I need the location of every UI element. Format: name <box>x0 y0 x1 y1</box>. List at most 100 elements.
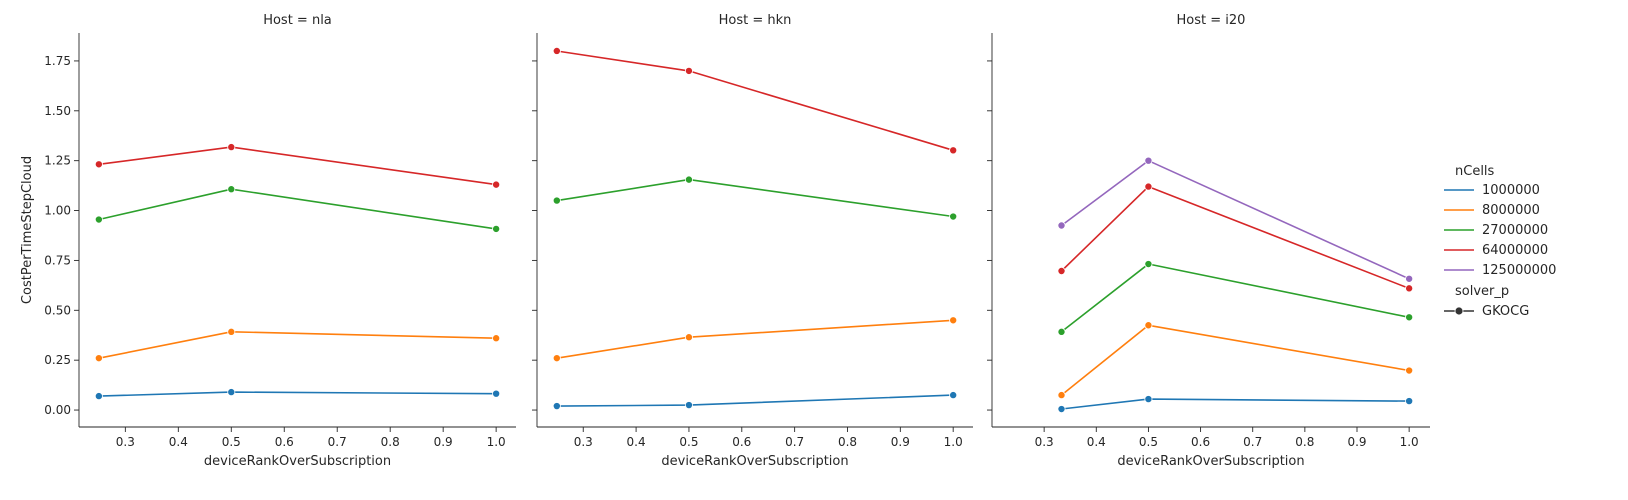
y-tick-label: 0.50 <box>44 303 71 317</box>
x-tick-label: 0.3 <box>116 435 135 449</box>
series-line-8000000 <box>556 319 954 359</box>
series-line-1000000 <box>98 391 497 397</box>
panel-title: Host = i20 <box>1177 13 1246 28</box>
x-tick-label: 0.6 <box>732 435 751 449</box>
data-point-1000000 <box>1057 405 1066 414</box>
series-line-8000000 <box>1060 324 1410 396</box>
y-tick-label: 0.00 <box>44 403 71 417</box>
data-point-64000000 <box>94 160 103 169</box>
legend-label-8000000: 8000000 <box>1482 203 1540 218</box>
legend-hue-title: nCells <box>1455 164 1495 179</box>
legend-style-title: solver_p <box>1455 284 1509 299</box>
x-tick-label: 0.4 <box>627 435 646 449</box>
x-tick-label: 0.3 <box>574 435 593 449</box>
data-point-27000000 <box>1144 260 1153 269</box>
data-point-64000000 <box>684 66 693 75</box>
x-tick-label: 0.7 <box>1243 435 1262 449</box>
data-point-8000000 <box>227 327 236 336</box>
series-line-64000000 <box>1060 185 1410 290</box>
data-point-64000000 <box>227 143 236 152</box>
y-tick-label: 1.25 <box>44 154 71 168</box>
x-tick-label: 0.9 <box>434 435 453 449</box>
data-point-8000000 <box>949 316 958 325</box>
x-tick-label: 0.4 <box>1087 435 1106 449</box>
data-point-125000000 <box>1144 156 1153 165</box>
y-tick-label: 0.75 <box>44 253 71 267</box>
data-point-1000000 <box>1144 395 1153 404</box>
x-tick-label: 0.4 <box>169 435 188 449</box>
data-point-8000000 <box>684 333 693 342</box>
data-point-1000000 <box>684 401 693 410</box>
legend-label-64000000: 64000000 <box>1482 243 1548 258</box>
panel-title: Host = nla <box>263 13 332 28</box>
data-point-64000000 <box>1144 182 1153 191</box>
data-point-8000000 <box>1144 321 1153 330</box>
legend-label-125000000: 125000000 <box>1482 263 1556 278</box>
series-line-27000000 <box>556 178 954 218</box>
x-tick-label: 0.8 <box>1295 435 1314 449</box>
x-axis-label: deviceRankOverSubscription <box>204 454 391 469</box>
y-tick-label: 0.25 <box>44 353 71 367</box>
series-line-1000000 <box>1061 398 1410 410</box>
legend-label-27000000: 27000000 <box>1482 223 1548 238</box>
legend-label-1000000: 1000000 <box>1482 183 1540 198</box>
x-tick-label: 0.8 <box>381 435 400 449</box>
panel-2: 0.3 0.4 0.5 0.6 0.7 0.8 0.9 1.0 deviceRankOverSu… <box>987 13 1430 469</box>
x-tick-label: 0.6 <box>1191 435 1210 449</box>
data-point-125000000 <box>1057 221 1066 230</box>
data-point-8000000 <box>552 354 561 363</box>
series-line-27000000 <box>1061 263 1410 333</box>
legend-style-marker <box>1454 306 1464 316</box>
data-point-8000000 <box>94 354 103 363</box>
data-point-64000000 <box>492 180 501 189</box>
y-axis-label: CostPerTimeStepCloud <box>20 156 35 304</box>
series-line-8000000 <box>98 330 497 359</box>
data-point-64000000 <box>949 146 958 155</box>
series-line-64000000 <box>556 50 954 152</box>
x-tick-label: 0.9 <box>891 435 910 449</box>
data-point-8000000 <box>1405 366 1414 375</box>
data-point-27000000 <box>492 224 501 233</box>
x-tick-label: 1.0 <box>944 435 963 449</box>
y-tick-label: 1.75 <box>44 54 71 68</box>
legend-style-entry: GKOCG <box>1482 304 1529 319</box>
panel-title: Host = hkn <box>719 13 792 28</box>
x-tick-label: 0.5 <box>679 435 698 449</box>
data-point-27000000 <box>684 175 693 184</box>
data-point-27000000 <box>1057 327 1066 336</box>
data-point-1000000 <box>94 392 103 401</box>
y-tick-label: 1.00 <box>44 204 71 218</box>
data-point-64000000 <box>1057 266 1066 275</box>
data-point-8000000 <box>1057 391 1066 400</box>
panel-1: 0.3 0.4 0.5 0.6 0.7 0.8 0.9 1.0 deviceRankOverSu… <box>532 13 973 469</box>
data-point-27000000 <box>552 196 561 205</box>
y-tick-label: 1.50 <box>44 104 71 118</box>
data-point-8000000 <box>492 334 501 343</box>
data-point-1000000 <box>227 388 236 397</box>
panels: 0.00 0.25 0.50 0.75 1.00 1.25 1.50 1.75 0.3 0.4 0.… <box>44 13 1430 469</box>
data-point-27000000 <box>949 212 958 221</box>
data-point-27000000 <box>1405 313 1414 322</box>
x-axis-label: deviceRankOverSubscription <box>1117 454 1304 469</box>
legend-entries: 1000000 8000000 27000000 64000000 125000000 <box>1444 183 1556 278</box>
data-point-1000000 <box>949 391 958 400</box>
series-line-27000000 <box>98 188 497 230</box>
x-tick-label: 1.0 <box>487 435 506 449</box>
x-tick-label: 0.5 <box>1139 435 1158 449</box>
x-tick-label: 1.0 <box>1400 435 1419 449</box>
series-line-64000000 <box>98 146 497 186</box>
x-tick-label: 0.9 <box>1347 435 1366 449</box>
panel-0: 0.00 0.25 0.50 0.75 1.00 1.25 1.50 1.75 0.3 0.4 0.… <box>44 13 516 469</box>
data-point-1000000 <box>552 402 561 411</box>
data-point-125000000 <box>1405 274 1414 283</box>
data-point-64000000 <box>1405 284 1414 293</box>
data-point-27000000 <box>94 215 103 224</box>
x-tick-label: 0.5 <box>222 435 241 449</box>
x-axis-label: deviceRankOverSubscription <box>661 454 848 469</box>
legend: nCells 1000000 8000000 27000000 64000000 125… <box>1444 164 1556 319</box>
x-tick-label: 0.8 <box>838 435 857 449</box>
x-tick-label: 0.7 <box>328 435 347 449</box>
data-point-1000000 <box>1405 397 1414 406</box>
series-line-1000000 <box>556 394 954 407</box>
